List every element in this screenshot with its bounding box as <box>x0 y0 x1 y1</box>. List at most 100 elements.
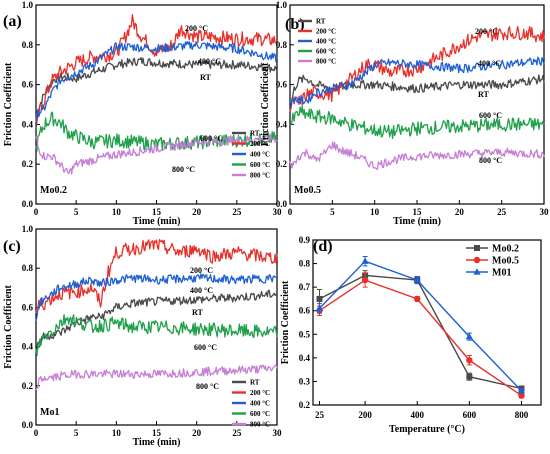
y-tick-label: 0.0 <box>276 199 288 209</box>
series-line-600c <box>35 314 278 357</box>
data-point-triangle <box>361 257 369 264</box>
legend-marker-square <box>474 245 480 251</box>
x-tick-label: 15 <box>152 428 162 438</box>
y-axis-label: Friction Coefficient <box>3 62 14 146</box>
legend-label: 600 °C <box>316 48 336 56</box>
plot-frame <box>312 239 542 406</box>
x-tick-label: 400 <box>410 410 424 420</box>
x-tick-label: 25 <box>232 207 242 217</box>
y-tick-label: 0.0 <box>22 420 34 430</box>
annotation-label: 200 °C <box>475 27 498 36</box>
x-tick-label: 30 <box>540 207 550 217</box>
legend-label: 200 °C <box>250 389 270 397</box>
y-tick-label: 0.4 <box>22 342 34 352</box>
series-line-400c <box>35 273 278 322</box>
series-line-400c <box>289 56 545 108</box>
legend-label: M01 <box>492 268 511 279</box>
series-line-400c <box>35 40 278 121</box>
x-tick-label: 0 <box>288 207 293 217</box>
legend-label: Mo0.5 <box>492 256 519 267</box>
y-tick-label: 1.0 <box>22 224 34 234</box>
legend-marker-triangle <box>473 268 481 275</box>
x-tick-label: 10 <box>112 207 122 217</box>
sample-label: Mo0.5 <box>294 185 321 196</box>
series-line-mo0.2 <box>319 274 522 390</box>
annotation-label: 400 °C <box>198 57 221 66</box>
x-tick-label: 5 <box>330 207 335 217</box>
data-point-square <box>466 373 473 380</box>
x-tick-label: 25 <box>232 428 242 438</box>
x-tick-label: 5 <box>74 428 79 438</box>
panel-c: 0.0 0.2 0.4 0.6 0.8 1.0 0 5 10 15 20 25 30 Time (min)… <box>3 224 282 448</box>
y-tick-label: 0.2 <box>22 159 34 169</box>
legend-label: 400 °C <box>250 400 270 408</box>
data-point-triangle <box>465 332 473 340</box>
legend-label: 200 °C <box>250 140 270 148</box>
y-tick-label: 0.9 <box>299 235 311 245</box>
data-point-triangle <box>413 276 421 283</box>
y-tick-label: 0.6 <box>22 80 34 90</box>
x-axis-label: Time (min) <box>133 216 181 227</box>
y-tick-label: 0.2 <box>299 400 311 410</box>
annotation-label: 400 °C <box>478 59 501 68</box>
series-line-m01 <box>318 260 523 392</box>
y-tick-label: 0.7 <box>299 282 311 292</box>
sample-label: Mo1 <box>40 407 59 418</box>
annotation-label: 800 °C <box>172 165 195 174</box>
data-point-triangle <box>517 387 526 394</box>
data-point-circle <box>466 357 473 364</box>
y-tick-label: 0.6 <box>299 306 311 316</box>
x-tick-label: 20 <box>192 428 202 438</box>
x-tick-label: 25 <box>315 410 325 420</box>
series-line-800c <box>289 141 545 171</box>
data-point-circle <box>518 392 525 399</box>
series-line-200c <box>35 238 278 314</box>
annotation-label: 600 °C <box>194 343 217 352</box>
x-tick-label: 20 <box>455 207 465 217</box>
legend-label: RT <box>316 18 326 26</box>
panel-label: (c) <box>3 238 21 255</box>
series-line-600c <box>35 111 278 152</box>
legend-label: 600 °C <box>250 410 270 418</box>
y-axis-label: Friction Coefficient <box>280 280 291 364</box>
annotation-label: 400 °C <box>190 286 213 295</box>
series-line-rt <box>35 56 278 129</box>
data-point-triangle <box>315 304 324 311</box>
y-axis-label: Friction Coefficient <box>260 62 271 146</box>
legend-label: RT <box>250 379 260 387</box>
annotation-label: 200 °C <box>190 266 213 275</box>
x-tick-label: 20 <box>192 207 202 217</box>
x-tick-label: 30 <box>273 428 283 438</box>
panel-d: 0.2 0.3 0.4 0.5 0.6 0.7 0.8 0.9 25 200 400 600 800 Te… <box>280 235 542 435</box>
series-line-600c <box>290 105 545 140</box>
annotation-label: 800 °C <box>479 156 502 165</box>
sample-label: Mo0.2 <box>40 185 67 196</box>
x-tick-label: 200 <box>358 410 372 420</box>
x-tick-label: 10 <box>112 428 122 438</box>
annotation-label: RT <box>478 90 489 99</box>
y-tick-label: 0.3 <box>299 376 311 386</box>
y-tick-label: 1.0 <box>22 0 34 10</box>
legend-label: 400 °C <box>316 38 336 46</box>
annotation-label: 600 °C <box>200 134 223 143</box>
series-line-800c <box>35 364 278 391</box>
legend-label: 800 °C <box>316 58 336 66</box>
x-tick-label: 800 <box>515 410 529 420</box>
x-tick-label: 0 <box>34 428 39 438</box>
panel-b: 0.0 0.2 0.4 0.6 0.8 1.0 0 5 10 15 20 25 30 Time (min)… <box>260 0 549 227</box>
y-tick-label: 0.6 <box>22 302 34 312</box>
legend-label: 600 °C <box>250 161 270 169</box>
x-tick-label: 5 <box>74 207 79 217</box>
annotation-label: RT <box>192 308 203 317</box>
legend-label: 400 °C <box>250 151 270 159</box>
y-tick-label: 0.8 <box>22 263 34 273</box>
x-axis-label: Temperature (°C) <box>389 424 465 435</box>
data-point-square <box>316 295 323 302</box>
y-axis-label: Friction Coefficient <box>3 285 14 369</box>
legend-label: 800 °C <box>250 172 270 180</box>
legend-label: 200 °C <box>316 28 336 36</box>
x-tick-label: 0 <box>34 207 39 217</box>
y-tick-label: 0.8 <box>299 259 311 269</box>
y-tick-label: 0.5 <box>299 329 311 339</box>
